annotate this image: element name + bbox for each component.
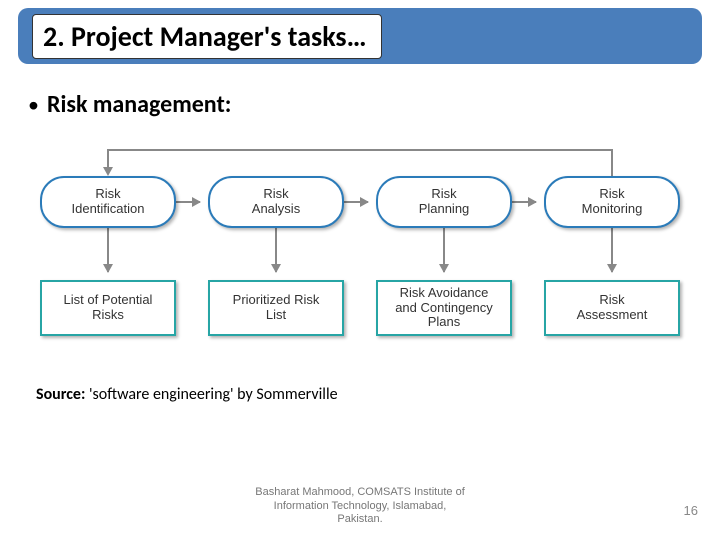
source-line: Source: 'software engineering' by Sommer…	[36, 385, 338, 404]
box-risk-identification: RiskIdentification	[40, 176, 176, 228]
diagram-row-bottom: List of PotentialRisks Prioritized RiskL…	[40, 280, 680, 336]
box-prioritized-list: Prioritized RiskList	[208, 280, 344, 336]
page-number: 16	[684, 503, 698, 518]
title-bar: 2. Project Manager's tasks…	[18, 8, 702, 64]
source-text: 'software engineering' by Sommerville	[85, 385, 337, 404]
box-risk-assessment: RiskAssessment	[544, 280, 680, 336]
bullet-marker: •	[28, 91, 39, 118]
footer-attribution: Basharat Mahmood, COMSATS Institute ofIn…	[0, 486, 720, 526]
box-contingency-plans: Risk Avoidanceand ContingencyPlans	[376, 280, 512, 336]
risk-diagram: RiskIdentification RiskAnalysis RiskPlan…	[40, 140, 680, 350]
arrow-down-1	[107, 228, 109, 272]
arrow-down-3	[443, 228, 445, 272]
bullet-text: Risk management:	[47, 90, 231, 119]
box-risk-analysis: RiskAnalysis	[208, 176, 344, 228]
arrow-down-4	[611, 228, 613, 272]
box-risk-monitoring: RiskMonitoring	[544, 176, 680, 228]
source-label: Source:	[36, 385, 85, 404]
box-risk-planning: RiskPlanning	[376, 176, 512, 228]
slide-title: 2. Project Manager's tasks…	[32, 14, 382, 59]
diagram-row-top: RiskIdentification RiskAnalysis RiskPlan…	[40, 176, 680, 228]
bullet-row: • Risk management:	[28, 90, 231, 119]
box-potential-risks: List of PotentialRisks	[40, 280, 176, 336]
arrow-down-2	[275, 228, 277, 272]
